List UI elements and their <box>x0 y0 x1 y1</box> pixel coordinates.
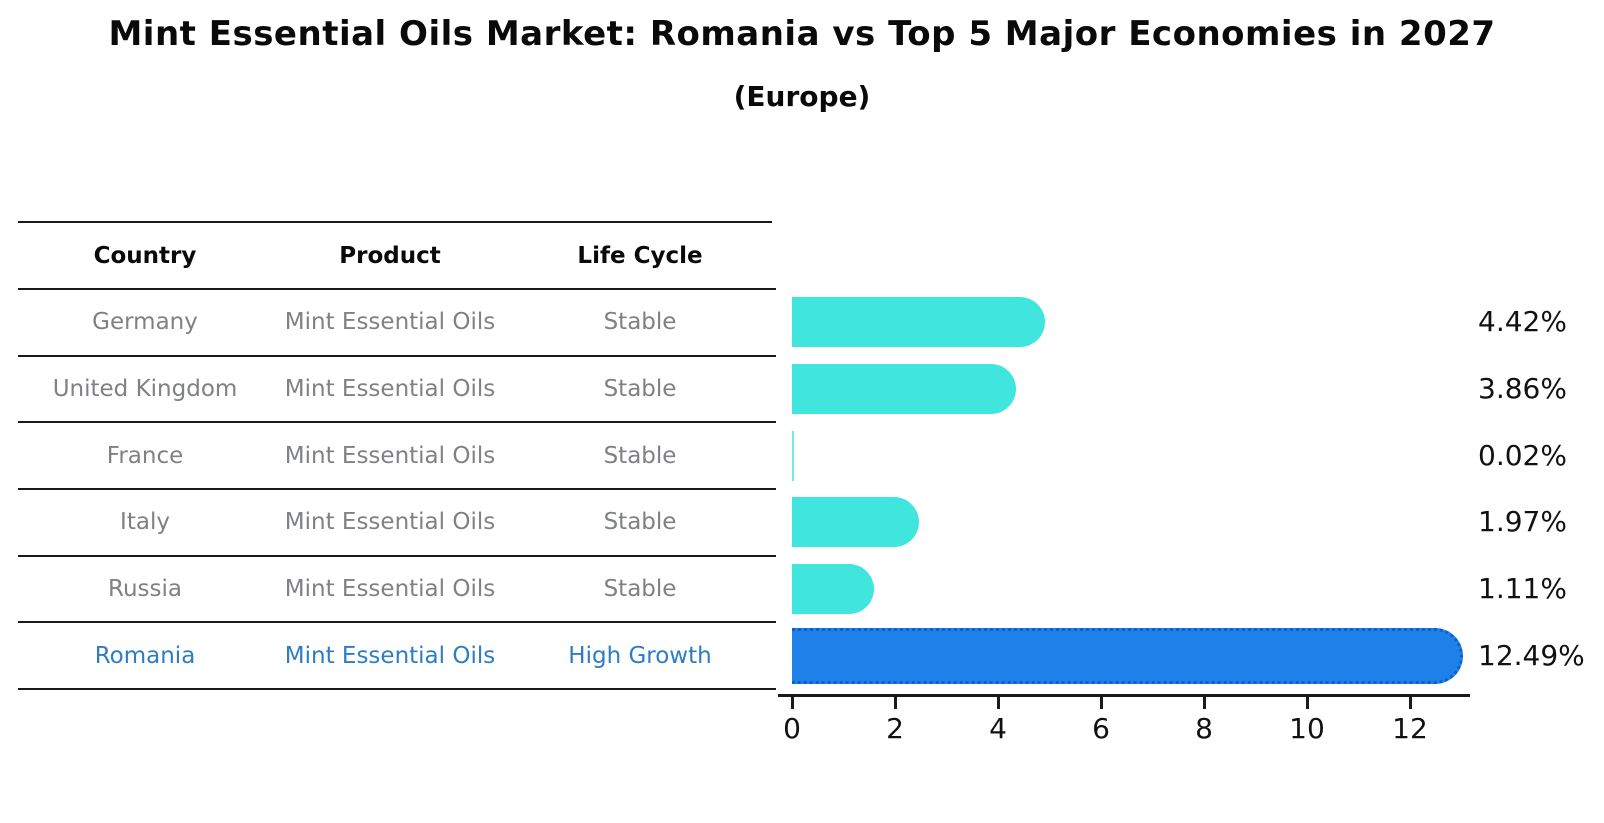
x-tick-mark <box>1099 694 1103 709</box>
bar <box>792 364 1016 414</box>
y-boundary-tick <box>759 288 776 290</box>
cell-country: Italy <box>120 509 170 536</box>
chart-subtitle: (Europe) <box>733 80 871 113</box>
bar <box>792 430 794 481</box>
x-tick-label: 2 <box>886 712 904 745</box>
y-boundary-tick <box>759 688 776 690</box>
cell-product: Mint Essential Oils <box>284 576 496 602</box>
bar <box>792 564 875 614</box>
bar-highlight <box>792 627 1464 684</box>
x-tick-label: 10 <box>1289 712 1325 745</box>
cell-product: Mint Essential Oils <box>284 642 496 669</box>
table-header-product: Product <box>339 243 441 269</box>
cell-product: Mint Essential Oils <box>284 509 496 536</box>
row-separator-line <box>18 354 772 357</box>
y-boundary-tick <box>759 554 776 557</box>
table-header-life-cycle: Life Cycle <box>577 243 703 269</box>
cell-product: Mint Essential Oils <box>284 442 496 469</box>
cell-product: Mint Essential Oils <box>284 309 496 336</box>
x-tick-label: 4 <box>989 712 1007 745</box>
cell-country: Russia <box>108 576 182 602</box>
cell-life-cycle: Stable <box>603 576 677 602</box>
value-label: 0.02% <box>1478 438 1567 472</box>
cell-country: Romania <box>94 642 196 669</box>
x-tick-mark <box>1305 694 1309 709</box>
cell-country: Germany <box>92 309 198 336</box>
x-tick-label: 0 <box>783 712 801 745</box>
row-separator-line <box>18 554 772 557</box>
y-boundary-tick <box>759 621 776 624</box>
row-separator-line <box>18 488 772 490</box>
cell-country: France <box>106 442 184 469</box>
bar <box>792 497 919 548</box>
x-tick-label: 6 <box>1092 712 1110 745</box>
x-tick-label: 12 <box>1392 712 1428 745</box>
value-label: 1.11% <box>1478 572 1567 605</box>
x-tick-mark <box>996 694 1000 709</box>
value-label: 3.86% <box>1478 372 1567 405</box>
x-tick-mark <box>790 694 794 709</box>
bar <box>792 297 1045 348</box>
y-boundary-tick <box>759 421 776 424</box>
cell-life-cycle: Stable <box>603 509 677 536</box>
y-boundary-tick <box>759 354 776 357</box>
cell-product: Mint Essential Oils <box>284 376 496 402</box>
row-separator-line <box>18 688 772 690</box>
value-label: 12.49% <box>1478 638 1585 672</box>
row-separator-line <box>18 421 772 424</box>
row-separator-line <box>18 288 772 290</box>
cell-life-cycle: Stable <box>603 376 677 402</box>
cell-life-cycle: Stable <box>603 442 677 469</box>
cell-life-cycle: Stable <box>603 309 677 336</box>
x-tick-mark <box>1408 694 1412 709</box>
cell-country: United Kingdom <box>52 376 238 402</box>
chart-title: Mint Essential Oils Market: Romania vs T… <box>108 14 1496 54</box>
x-tick-mark <box>1202 694 1206 709</box>
x-tick-mark <box>893 694 897 709</box>
y-boundary-tick <box>759 488 776 490</box>
x-tick-label: 8 <box>1195 712 1213 745</box>
cell-life-cycle: High Growth <box>568 642 712 669</box>
x-axis-line <box>778 694 1470 697</box>
value-label: 1.97% <box>1478 505 1567 539</box>
table-header-country: Country <box>93 243 197 269</box>
value-label: 4.42% <box>1478 305 1567 339</box>
table-top-line <box>18 221 772 223</box>
row-separator-line <box>18 621 772 624</box>
